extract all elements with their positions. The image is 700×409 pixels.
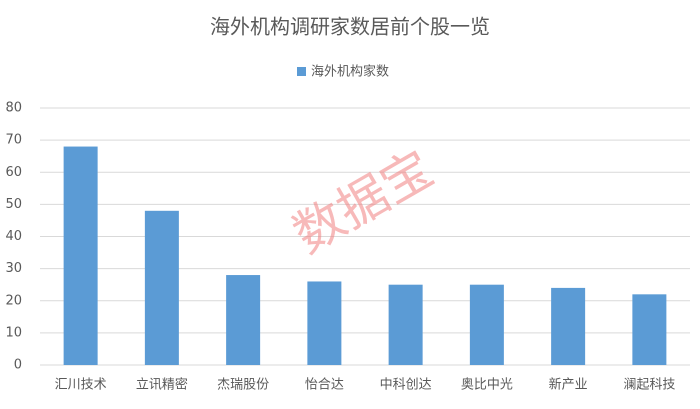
bar [388,284,423,365]
y-tick-label: 60 [5,165,22,180]
legend-label: 海外机构家数 [311,64,389,80]
watermark: 数据宝 [284,139,443,264]
x-tick-label: 杰瑞股份 [217,378,269,393]
bar [144,210,179,365]
x-tick-label: 中科创达 [380,378,432,393]
bar [632,294,667,365]
bar [226,275,261,365]
x-tick-label: 澜起科技 [623,378,675,393]
y-tick-label: 10 [5,325,22,340]
x-tick-label: 新产业 [549,377,588,393]
x-tick-label: 汇川技术 [55,378,107,393]
bar [469,284,504,365]
x-tick-label: 立讯精密 [136,377,188,393]
y-tick-label: 70 [5,133,22,148]
bar [307,281,342,365]
legend-swatch [297,67,306,76]
x-tick-label: 怡合达 [305,378,344,393]
bar [551,287,586,365]
x-tick-label: 奥比中光 [461,378,513,393]
y-tick-label: 80 [5,101,22,116]
y-tick-label: 40 [5,229,22,244]
chart-title: 海外机构调研家数居前个股一览 [210,15,490,39]
bar [63,146,98,365]
y-tick-label: 0 [14,358,22,373]
y-tick-label: 20 [5,293,22,308]
y-tick-label: 30 [5,261,22,276]
y-tick-label: 50 [5,197,22,212]
